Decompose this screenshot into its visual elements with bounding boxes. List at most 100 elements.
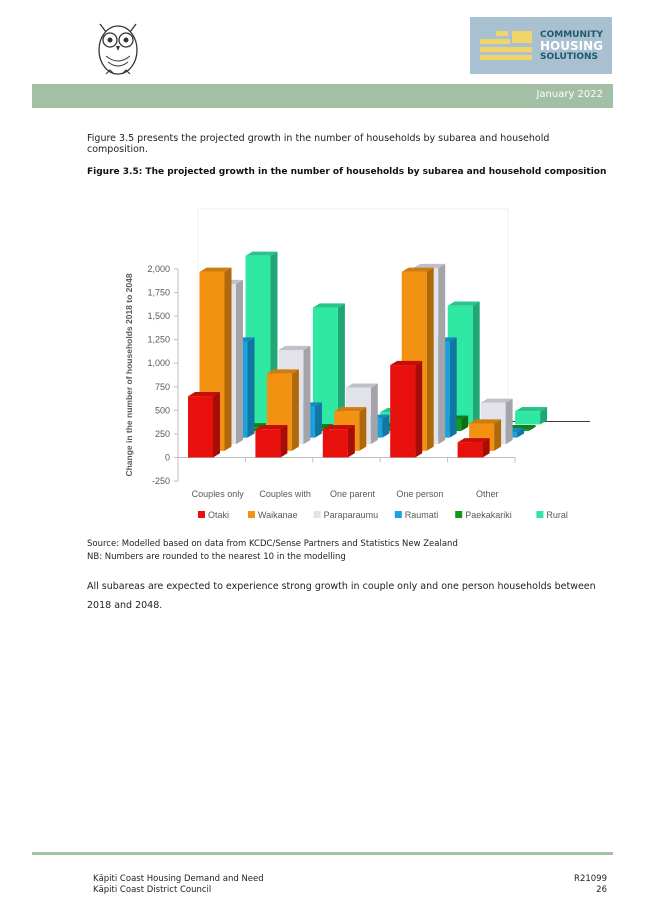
legend-swatch [394, 511, 402, 518]
intro-sentence: Figure 3.5 presents the projected growth… [87, 133, 550, 155]
bar-top [469, 419, 502, 424]
y-tick-label: 2,000 [147, 264, 170, 274]
brand-line-2: HOUSING [540, 38, 603, 53]
y-axis-title: Change in the number of households 2018 … [124, 273, 134, 476]
header-band: January 2022 [32, 84, 613, 108]
bar-top [390, 360, 423, 366]
bar-side [337, 303, 345, 425]
bar-top [401, 267, 434, 272]
y-tick-label: 750 [155, 382, 170, 392]
bar-side [494, 419, 502, 451]
legend-swatch [198, 511, 205, 518]
legend-label: Paraparaumu [324, 510, 379, 520]
bar-top [199, 267, 232, 272]
bar-side [291, 369, 299, 451]
bar-side [236, 279, 243, 445]
page-number: 26 [596, 885, 607, 895]
bar-top [413, 263, 446, 269]
bar-side [415, 360, 423, 458]
y-tick-label: 0 [165, 452, 170, 462]
bar-top [312, 303, 345, 308]
bar-side [213, 392, 220, 458]
footer-client: Kāpiti Coast District Council [93, 885, 212, 895]
y-tick-label: 1,750 [147, 288, 170, 298]
y-tick-label: 500 [155, 405, 170, 415]
bar-side [224, 267, 232, 451]
bar-top [345, 383, 378, 388]
figure-caption: Figure 3.5: The projected growth in the … [87, 167, 607, 177]
bar-side [528, 424, 536, 432]
bar-otaki-0 [188, 396, 213, 458]
bar-side [359, 407, 367, 451]
footer-right: R21099 26 [574, 874, 607, 896]
bar-top [447, 301, 480, 306]
legend-swatch [313, 511, 321, 518]
bar-top [515, 407, 548, 412]
bar-top [255, 424, 288, 430]
bar-side [347, 424, 355, 458]
y-tick-label: 1,250 [147, 335, 170, 345]
owl-logo [98, 23, 138, 75]
legend-label: Raumati [405, 510, 439, 520]
y-tick-label: 1,500 [147, 311, 170, 321]
source-note: Source: Modelled based on data from KCDC… [87, 539, 458, 549]
bar-side [438, 263, 446, 445]
community-housing-solutions-logo: COMMUNITY HOUSING SOLUTIONS [470, 17, 612, 74]
bar-top [334, 407, 367, 412]
y-tick-label: 1,000 [147, 358, 170, 368]
bar-side [426, 267, 434, 451]
bar-side [449, 337, 457, 438]
bar-otaki-2 [322, 429, 348, 458]
brand-line-3: SOLUTIONS [540, 51, 599, 62]
footer-left: Kāpiti Coast Housing Demand and Need Kāp… [93, 874, 264, 896]
bar-side [314, 402, 322, 438]
bar-side [461, 415, 469, 432]
legend-swatch [248, 511, 255, 518]
bar-side [482, 438, 490, 458]
bar-side [303, 345, 311, 445]
bar-top [322, 424, 355, 430]
bar-top [245, 251, 278, 256]
house-stripes-icon [480, 30, 532, 60]
source-notes: Source: Modelled based on data from KCDC… [87, 538, 607, 564]
y-tick-label: -250 [152, 476, 170, 486]
legend-swatch [536, 511, 544, 518]
x-category-label: Couples only [192, 489, 245, 499]
legend-label: Otaki [208, 510, 229, 520]
footer-report-code: R21099 [574, 874, 607, 884]
bar-side [517, 427, 525, 438]
legend-label: Paekakariki [465, 510, 512, 520]
bar-side [370, 383, 378, 445]
x-category-label: One person [396, 489, 443, 499]
rounding-note: NB: Numbers are rounded to the nearest 1… [87, 552, 346, 562]
bar-side [540, 407, 548, 425]
footer-report-title: Kāpiti Coast Housing Demand and Need [93, 874, 264, 884]
bar-rural-4 [515, 411, 541, 425]
bar-otaki-3 [390, 365, 416, 458]
y-tick-label: 250 [155, 429, 170, 439]
summary-paragraph: All subareas are expected to experience … [87, 581, 596, 611]
footer-rule [32, 852, 613, 855]
bar-side [247, 337, 255, 438]
x-category-label: One parent [330, 489, 376, 499]
report-date: January 2022 [536, 89, 603, 100]
legend-label: Rural [546, 510, 568, 520]
brand-line-1: COMMUNITY [540, 29, 604, 40]
bar-otaki-4 [457, 442, 483, 458]
bar-otaki-1 [255, 429, 281, 458]
bar-side [382, 414, 390, 438]
bar-side [472, 301, 480, 425]
bar-side [505, 398, 513, 445]
legend-label: Waikanae [258, 510, 298, 520]
bar-top [188, 392, 220, 397]
bar-top [278, 345, 311, 351]
bar-top [480, 398, 513, 403]
household-growth-chart: 2,000 1,750 1,500 1,250 1,000 750 500 250 0 -250 C… [124, 208, 590, 520]
bar-top [457, 438, 490, 443]
brand-wordmark: COMMUNITY HOUSING SOLUTIONS [540, 30, 603, 62]
bar-top [266, 369, 299, 374]
x-category-label: Other [476, 489, 499, 499]
bar-side [280, 424, 288, 458]
x-category-label: Couples with [259, 489, 311, 499]
legend-swatch [455, 511, 463, 518]
